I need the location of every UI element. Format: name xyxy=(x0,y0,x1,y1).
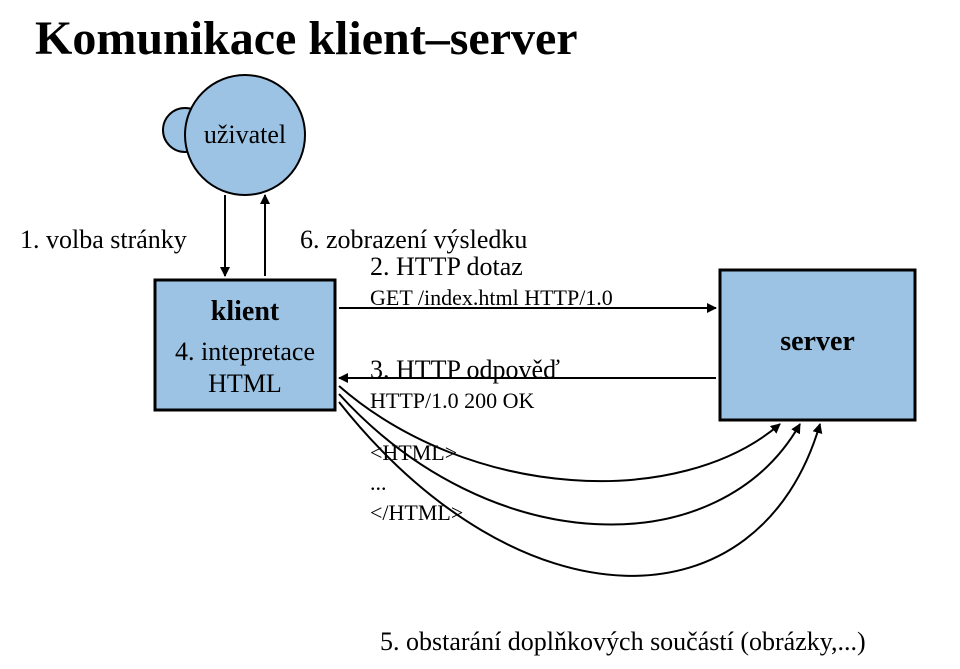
klient-label: klient xyxy=(211,296,280,327)
page-title: Komunikace klient–server xyxy=(35,12,578,65)
label-t5: 5. obstarání doplňkových součástí (obráz… xyxy=(380,627,866,656)
arrow-5-curve-1 xyxy=(339,402,820,576)
klient-sub2: HTML xyxy=(208,369,282,398)
label-t3a: 3. HTTP odpověď xyxy=(370,355,560,384)
label-t3c: <HTML> xyxy=(370,440,457,465)
label-t3d: ... xyxy=(370,470,387,495)
label-t1: 1. volba stránky xyxy=(20,225,187,254)
label-t2b: GET /index.html HTTP/1.0 xyxy=(370,285,613,310)
label-t3b: HTTP/1.0 200 OK xyxy=(370,388,535,413)
diagram-canvas: Komunikace klient–server uživatel klient 4.… xyxy=(0,0,960,669)
klient-sub1: 4. intepretace xyxy=(175,337,315,366)
server-label: server xyxy=(780,326,855,357)
label-t2a: 2. HTTP dotaz xyxy=(370,252,523,281)
user-label: uživatel xyxy=(204,120,286,149)
label-t3e: </HTML> xyxy=(370,500,463,525)
label-t6: 6. zobrazení výsledku xyxy=(300,225,527,254)
